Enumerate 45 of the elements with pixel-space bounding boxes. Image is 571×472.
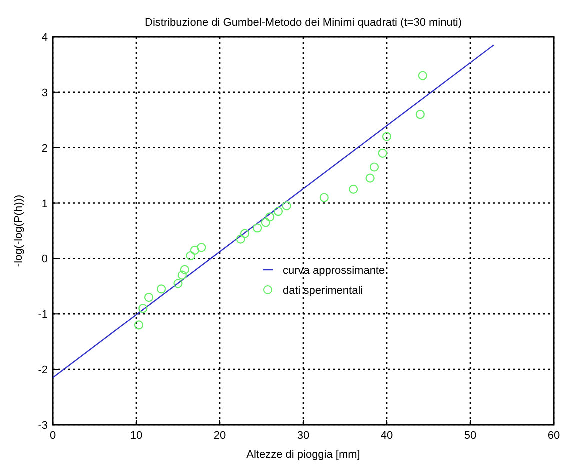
point (266, 212, 275, 222)
point (382, 132, 392, 142)
point (274, 207, 283, 216)
point (261, 218, 270, 228)
point (320, 193, 329, 202)
point (366, 174, 375, 183)
x-tick-label: 10 (130, 430, 143, 442)
x-tick-label: 60 (548, 430, 560, 442)
point (253, 224, 262, 233)
point (349, 184, 358, 194)
legend-label: dati sperimentali (283, 285, 364, 297)
x-tick-label: 30 (297, 430, 310, 442)
x-tick-label: 50 (464, 430, 477, 442)
x-tick-label: 40 (380, 430, 394, 442)
point (418, 71, 428, 80)
y-axis-title: -log(-log(P(h))) (13, 194, 25, 268)
point (186, 251, 196, 260)
point (197, 243, 206, 252)
point (416, 110, 425, 120)
y-tick-label: 4 (42, 32, 48, 44)
point (190, 246, 200, 255)
point (174, 279, 183, 288)
point (236, 234, 246, 244)
point (134, 320, 144, 330)
x-axis-title: Altezze di pioggia [mm] (246, 449, 360, 461)
y-tick-label: -2 (38, 364, 48, 377)
y-tick-label: 0 (42, 254, 48, 266)
point (178, 270, 187, 280)
x-tick-label: 20 (214, 430, 226, 442)
chart-title: Distribuzione di Gumbel-Metodo dei Minimi quadrati (t=30 minuti) (145, 17, 462, 29)
point (370, 162, 380, 172)
y-tick-label: 2 (42, 142, 48, 155)
point (157, 284, 166, 294)
point (138, 304, 148, 314)
point (144, 292, 154, 302)
x-tick-label: 0 (50, 430, 56, 442)
y-tick-label: 3 (42, 87, 48, 100)
point (240, 229, 250, 238)
point (282, 202, 292, 211)
legend-label: curva approssimante (283, 265, 386, 277)
point (180, 265, 190, 274)
y-tick-label: -1 (38, 309, 48, 322)
y-tick-label: -3 (38, 420, 48, 432)
point (378, 148, 388, 158)
y-tick-label: 1 (42, 198, 48, 210)
